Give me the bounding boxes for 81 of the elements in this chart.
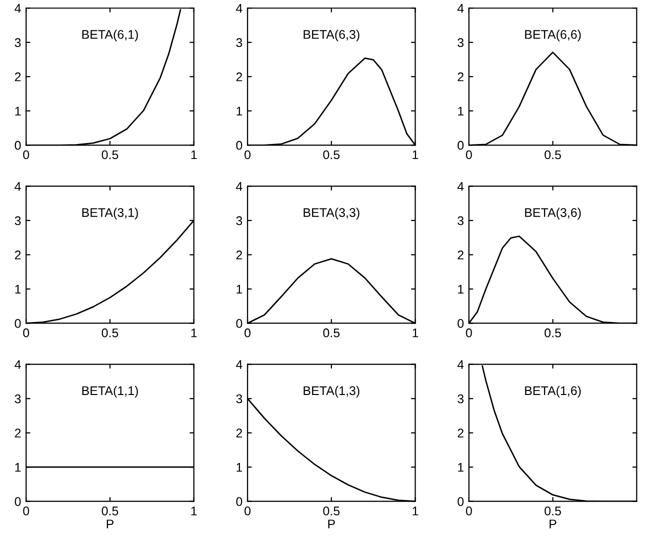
x-tick-label: 1	[191, 328, 197, 338]
x-tick-label: 0	[244, 328, 251, 338]
x-tick-label: 0	[466, 150, 472, 160]
x-tick-label: 1	[191, 150, 197, 160]
y-tick-label: 0	[236, 497, 242, 506]
x-tick-label: 1	[191, 506, 197, 516]
y-tick-label: 0	[14, 140, 21, 150]
y-tick-label: 4	[236, 360, 242, 369]
y-tick-label: 4	[14, 360, 21, 369]
y-tick-label: 1	[15, 106, 21, 116]
x-tick-label: 0	[23, 150, 30, 160]
y-tick-label: 2	[14, 428, 21, 438]
y-tick-label: 4	[236, 182, 242, 191]
annotation: BETA(1,3)	[304, 386, 360, 398]
x-tick-label: 1	[412, 506, 418, 516]
y-tick-label: 2	[236, 72, 242, 82]
y-tick-label: 1	[236, 463, 242, 472]
y-tick-label: 1	[15, 284, 21, 294]
y-tick-label: 4	[457, 4, 464, 13]
annotation: BETA(3,6)	[525, 208, 581, 220]
x-tick-label: 0.5	[102, 150, 118, 160]
x-axis-title: P	[550, 520, 556, 528]
x-tick-label: 0	[466, 506, 472, 516]
x-tick-label: 0.5	[102, 328, 118, 338]
y-tick-label: 3	[236, 38, 242, 48]
y-tick-label: 0	[236, 140, 242, 150]
annotation: BETA(3,1)	[82, 208, 138, 220]
annotation: BETA(1,1)	[82, 386, 138, 398]
y-tick-label: 3	[14, 216, 21, 226]
x-tick-label: 0.5	[323, 506, 340, 516]
x-tick-label: 0	[23, 506, 30, 516]
y-tick-label: 3	[458, 38, 464, 48]
x-tick-label: 0	[23, 328, 30, 338]
y-tick-label: 0	[14, 497, 21, 506]
y-tick-label: 3	[458, 216, 464, 226]
x-tick-label: 0.5	[544, 150, 561, 160]
annotation: BETA(6,1)	[82, 30, 138, 42]
y-tick-label: 3	[236, 216, 242, 226]
y-tick-label: 1	[236, 284, 242, 294]
y-tick-label: 1	[458, 463, 464, 472]
x-tick-label: 0.5	[544, 328, 561, 338]
y-tick-label: 4	[14, 4, 21, 13]
y-tick-label: 1	[236, 106, 242, 116]
y-tick-label: 0	[458, 319, 464, 328]
y-tick-label: 3	[14, 38, 21, 48]
annotation: BETA(6,3)	[304, 30, 360, 42]
y-tick-label: 1	[458, 284, 464, 294]
x-tick-label: 0	[466, 328, 472, 338]
x-tick-label: 0.5	[323, 150, 340, 160]
annotation: BETA(1,6)	[525, 386, 581, 398]
x-axis-title: P	[106, 520, 114, 528]
y-tick-label: 2	[14, 72, 21, 82]
y-tick-label: 0	[14, 319, 21, 328]
y-tick-label: 3	[458, 394, 464, 404]
x-tick-label: 0.5	[323, 328, 340, 338]
y-tick-label: 4	[14, 182, 21, 191]
x-tick-label: 0.5	[102, 506, 118, 516]
y-tick-label: 1	[15, 463, 21, 472]
annotation: BETA(6,6)	[525, 30, 581, 42]
y-tick-label: 0	[458, 497, 464, 506]
y-tick-label: 2	[236, 250, 242, 260]
x-tick-label: 0.5	[544, 506, 561, 516]
y-tick-label: 3	[236, 394, 242, 404]
x-axis-title: P	[328, 520, 335, 528]
y-tick-label: 2	[458, 428, 464, 438]
y-tick-label: 3	[14, 394, 21, 404]
y-tick-label: 0	[236, 319, 242, 328]
y-tick-label: 1	[458, 106, 464, 116]
annotation: BETA(3,3)	[304, 208, 360, 220]
x-tick-label: 0	[244, 150, 251, 160]
y-tick-label: 4	[236, 4, 242, 13]
x-tick-label: 1	[412, 150, 418, 160]
y-tick-label: 2	[458, 72, 464, 82]
x-tick-label: 0	[244, 506, 251, 516]
y-tick-label: 2	[458, 250, 464, 260]
y-tick-label: 4	[457, 182, 464, 191]
x-tick-label: 1	[412, 328, 418, 338]
y-tick-label: 2	[236, 428, 242, 438]
y-tick-label: 2	[14, 250, 21, 260]
y-tick-label: 0	[458, 140, 464, 150]
y-tick-label: 4	[457, 360, 464, 369]
